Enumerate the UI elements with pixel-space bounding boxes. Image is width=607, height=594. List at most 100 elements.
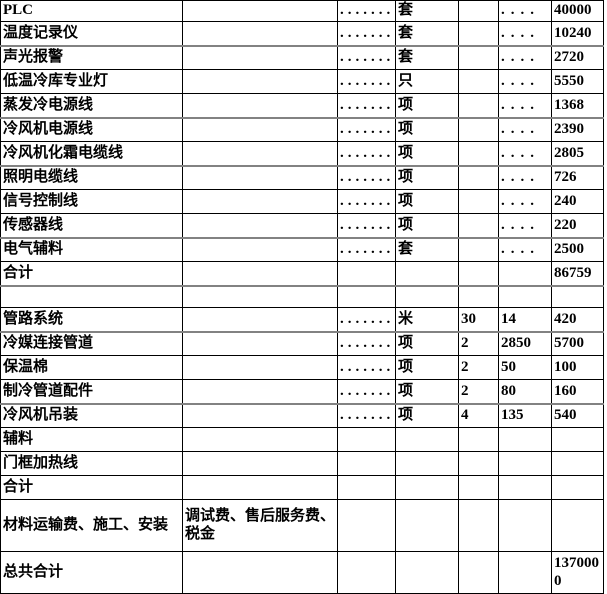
cell-model-dots[interactable]	[337, 499, 396, 552]
cell-quantity[interactable]	[458, 0, 499, 22]
cell-unit[interactable]: 项	[395, 379, 459, 404]
cell-unit[interactable]: 项	[395, 213, 459, 238]
cell-quantity[interactable]	[458, 237, 499, 262]
cell-quantity[interactable]	[458, 45, 499, 70]
cell-quantity[interactable]	[458, 117, 499, 142]
cell-quantity[interactable]: 2	[458, 355, 499, 380]
cell-item[interactable]: 辅料	[0, 427, 183, 452]
cell-quantity[interactable]	[458, 285, 499, 308]
cell-unit-price[interactable]	[498, 285, 552, 308]
cell-item[interactable]: 总共合计	[0, 551, 183, 594]
cell-model-dots[interactable]: .......	[337, 331, 396, 356]
cell-unit-price[interactable]: ....	[498, 189, 552, 214]
cell-amount[interactable]: 1368	[551, 93, 604, 118]
cell-unit-price[interactable]: ....	[498, 165, 552, 190]
cell-spec[interactable]	[182, 93, 338, 118]
cell-unit-price[interactable]: ....	[498, 69, 552, 94]
cell-item[interactable]: 传感器线	[0, 213, 183, 238]
cell-model-dots[interactable]: .......	[337, 21, 396, 46]
cell-unit-price[interactable]: 80	[498, 379, 552, 404]
cell-model-dots[interactable]	[337, 427, 396, 452]
cell-model-dots[interactable]	[337, 551, 396, 594]
cell-unit[interactable]	[395, 427, 459, 452]
cell-item[interactable]: 门框加热线	[0, 451, 183, 476]
cell-spec[interactable]	[182, 285, 338, 308]
cell-quantity[interactable]: 2	[458, 379, 499, 404]
cell-model-dots[interactable]: .......	[337, 189, 396, 214]
cell-spec[interactable]	[182, 307, 338, 332]
cell-amount[interactable]	[551, 475, 604, 500]
cell-amount[interactable]: 540	[551, 403, 604, 428]
cell-unit-price[interactable]: 135	[498, 403, 552, 428]
cell-unit-price[interactable]: 50	[498, 355, 552, 380]
cell-item[interactable]: 冷风机吊装	[0, 403, 183, 428]
cell-amount[interactable]	[551, 427, 604, 452]
cell-spec[interactable]	[182, 189, 338, 214]
cell-unit-price[interactable]: ....	[498, 141, 552, 166]
cell-spec[interactable]	[182, 451, 338, 476]
cell-amount[interactable]: 5700	[551, 331, 604, 356]
cell-amount[interactable]: 2500	[551, 237, 604, 262]
cell-unit[interactable]: 只	[395, 69, 459, 94]
cell-amount[interactable]: 40000	[551, 0, 604, 22]
cell-unit[interactable]: 项	[395, 189, 459, 214]
cell-quantity[interactable]	[458, 213, 499, 238]
cell-amount[interactable]	[551, 285, 604, 308]
cell-unit[interactable]: 项	[395, 117, 459, 142]
cell-unit-price[interactable]: 2850	[498, 331, 552, 356]
cell-item[interactable]: 声光报警	[0, 45, 183, 70]
cell-amount[interactable]	[551, 451, 604, 476]
cell-spec[interactable]	[182, 331, 338, 356]
cell-unit[interactable]: 项	[395, 141, 459, 166]
cell-model-dots[interactable]: .......	[337, 93, 396, 118]
cell-unit[interactable]	[395, 261, 459, 286]
cell-amount[interactable]	[551, 499, 604, 552]
cell-unit[interactable]: 项	[395, 355, 459, 380]
cell-unit-price[interactable]	[498, 427, 552, 452]
cell-item[interactable]: 管路系统	[0, 307, 183, 332]
cell-unit-price[interactable]: ....	[498, 117, 552, 142]
cell-spec[interactable]	[182, 165, 338, 190]
cell-item[interactable]: 合计	[0, 261, 183, 286]
cell-quantity[interactable]: 2	[458, 331, 499, 356]
cell-unit[interactable]: 套	[395, 45, 459, 70]
cell-unit[interactable]	[395, 551, 459, 594]
cell-spec[interactable]	[182, 237, 338, 262]
cell-unit-price[interactable]: 14	[498, 307, 552, 332]
cell-unit[interactable]: 项	[395, 403, 459, 428]
cell-amount[interactable]: 2720	[551, 45, 604, 70]
cell-unit-price[interactable]	[498, 261, 552, 286]
cell-item[interactable]: 合计	[0, 475, 183, 500]
cell-quantity[interactable]	[458, 475, 499, 500]
cell-spec[interactable]	[182, 475, 338, 500]
cell-item[interactable]: 材料运输费、施工、安装	[0, 499, 183, 552]
cell-spec[interactable]	[182, 551, 338, 594]
cell-quantity[interactable]	[458, 499, 499, 552]
cell-model-dots[interactable]	[337, 475, 396, 500]
cell-unit-price[interactable]	[498, 551, 552, 594]
cell-amount[interactable]: 726	[551, 165, 604, 190]
cell-quantity[interactable]	[458, 165, 499, 190]
cell-unit-price[interactable]: ....	[498, 45, 552, 70]
cell-model-dots[interactable]	[337, 451, 396, 476]
cell-unit-price[interactable]: ....	[498, 93, 552, 118]
cell-model-dots[interactable]	[337, 261, 396, 286]
cell-unit[interactable]: 套	[395, 237, 459, 262]
cell-quantity[interactable]	[458, 551, 499, 594]
cell-model-dots[interactable]: .......	[337, 117, 396, 142]
cell-amount[interactable]: 10240	[551, 21, 604, 46]
cell-unit-price[interactable]: ....	[498, 213, 552, 238]
cell-model-dots[interactable]: .......	[337, 45, 396, 70]
cell-model-dots[interactable]: .......	[337, 213, 396, 238]
cell-unit-price[interactable]	[498, 451, 552, 476]
cell-unit[interactable]	[395, 285, 459, 308]
cell-unit[interactable]: 套	[395, 21, 459, 46]
cell-amount[interactable]: 420	[551, 307, 604, 332]
cell-model-dots[interactable]: .......	[337, 403, 396, 428]
cell-spec[interactable]	[182, 403, 338, 428]
cell-unit[interactable]: 项	[395, 165, 459, 190]
cell-unit[interactable]	[395, 475, 459, 500]
cell-item[interactable]: 电气辅料	[0, 237, 183, 262]
cell-amount[interactable]: 160	[551, 379, 604, 404]
cell-quantity[interactable]	[458, 451, 499, 476]
